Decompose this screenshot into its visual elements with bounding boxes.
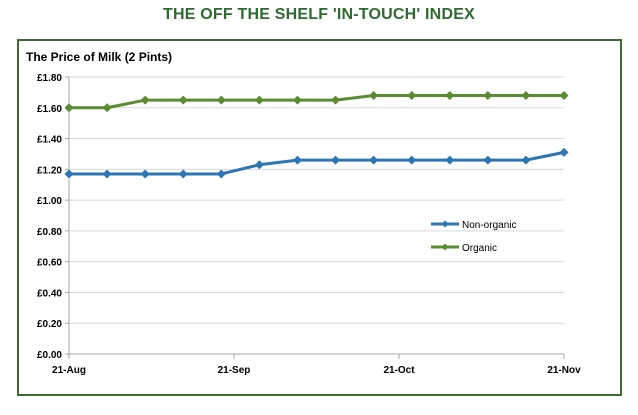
labels: The Price of Milk (2 Pints) £0.00 £0.20 £0.… (26, 50, 581, 376)
legend-marker (441, 220, 449, 228)
milk-price-chart: The Price of Milk (2 Pints) £0.00 £0.20 £0.… (26, 50, 581, 376)
data-point-non-organic (140, 169, 150, 179)
data-point-organic (216, 95, 226, 105)
y-tick-label: £1.00 (37, 196, 62, 207)
data-point-non-organic (102, 169, 112, 179)
data-point-organic (369, 90, 379, 100)
data-point-organic (292, 95, 302, 105)
data-point-organic (64, 103, 74, 113)
y-tick-label: £0.80 (37, 227, 62, 238)
data-point-organic (331, 95, 341, 105)
data-point-non-organic (178, 169, 188, 179)
data-point-organic (445, 90, 455, 100)
axes (65, 76, 565, 359)
x-tick-label: 21-Aug (52, 365, 86, 376)
x-tick-label: 21-Oct (383, 365, 415, 376)
chart-title: The Price of Milk (2 Pints) (26, 50, 172, 64)
grid-lines (69, 76, 564, 324)
legend-label: Organic (462, 243, 497, 254)
data-point-non-organic (254, 160, 264, 170)
legend-marker (441, 243, 449, 251)
y-tick-label: £1.80 (37, 73, 62, 84)
y-tick-label: £0.20 (37, 319, 62, 330)
data-point-organic (254, 95, 264, 105)
legend-label: Non-organic (462, 220, 516, 231)
data-point-non-organic (369, 155, 379, 165)
data-point-non-organic (216, 169, 226, 179)
y-tick-label: £1.20 (37, 165, 62, 176)
chart-frame: The Price of Milk (2 Pints) £0.00 £0.20 £0.… (17, 39, 622, 396)
data-point-organic (140, 95, 150, 105)
data-point-non-organic (292, 155, 302, 165)
data-point-non-organic (331, 155, 341, 165)
data-point-organic (102, 103, 112, 113)
series (64, 90, 569, 179)
page-title: THE OFF THE SHELF 'IN-TOUCH' INDEX (163, 6, 475, 23)
data-point-organic (407, 90, 417, 100)
x-tick-label: 21-Nov (547, 365, 581, 376)
data-point-non-organic (407, 155, 417, 165)
x-tick-label: 21-Sep (218, 365, 251, 376)
data-point-organic (483, 90, 493, 100)
y-tick-label: £1.60 (37, 104, 62, 115)
y-tick-label: £0.60 (37, 258, 62, 269)
data-point-non-organic (64, 169, 74, 179)
data-point-organic (521, 90, 531, 100)
data-point-non-organic (483, 155, 493, 165)
legend: Non-organic Organic (431, 220, 516, 254)
data-point-non-organic (559, 147, 569, 157)
y-tick-label: £1.40 (37, 135, 62, 146)
data-point-non-organic (445, 155, 455, 165)
data-point-organic (559, 90, 569, 100)
series-line-organic (69, 93, 564, 110)
series-line-non-organic (69, 150, 565, 176)
y-tick-label: £0.40 (37, 288, 62, 299)
y-tick-label: £0.00 (37, 350, 62, 361)
data-point-non-organic (521, 155, 531, 165)
data-point-organic (178, 95, 188, 105)
